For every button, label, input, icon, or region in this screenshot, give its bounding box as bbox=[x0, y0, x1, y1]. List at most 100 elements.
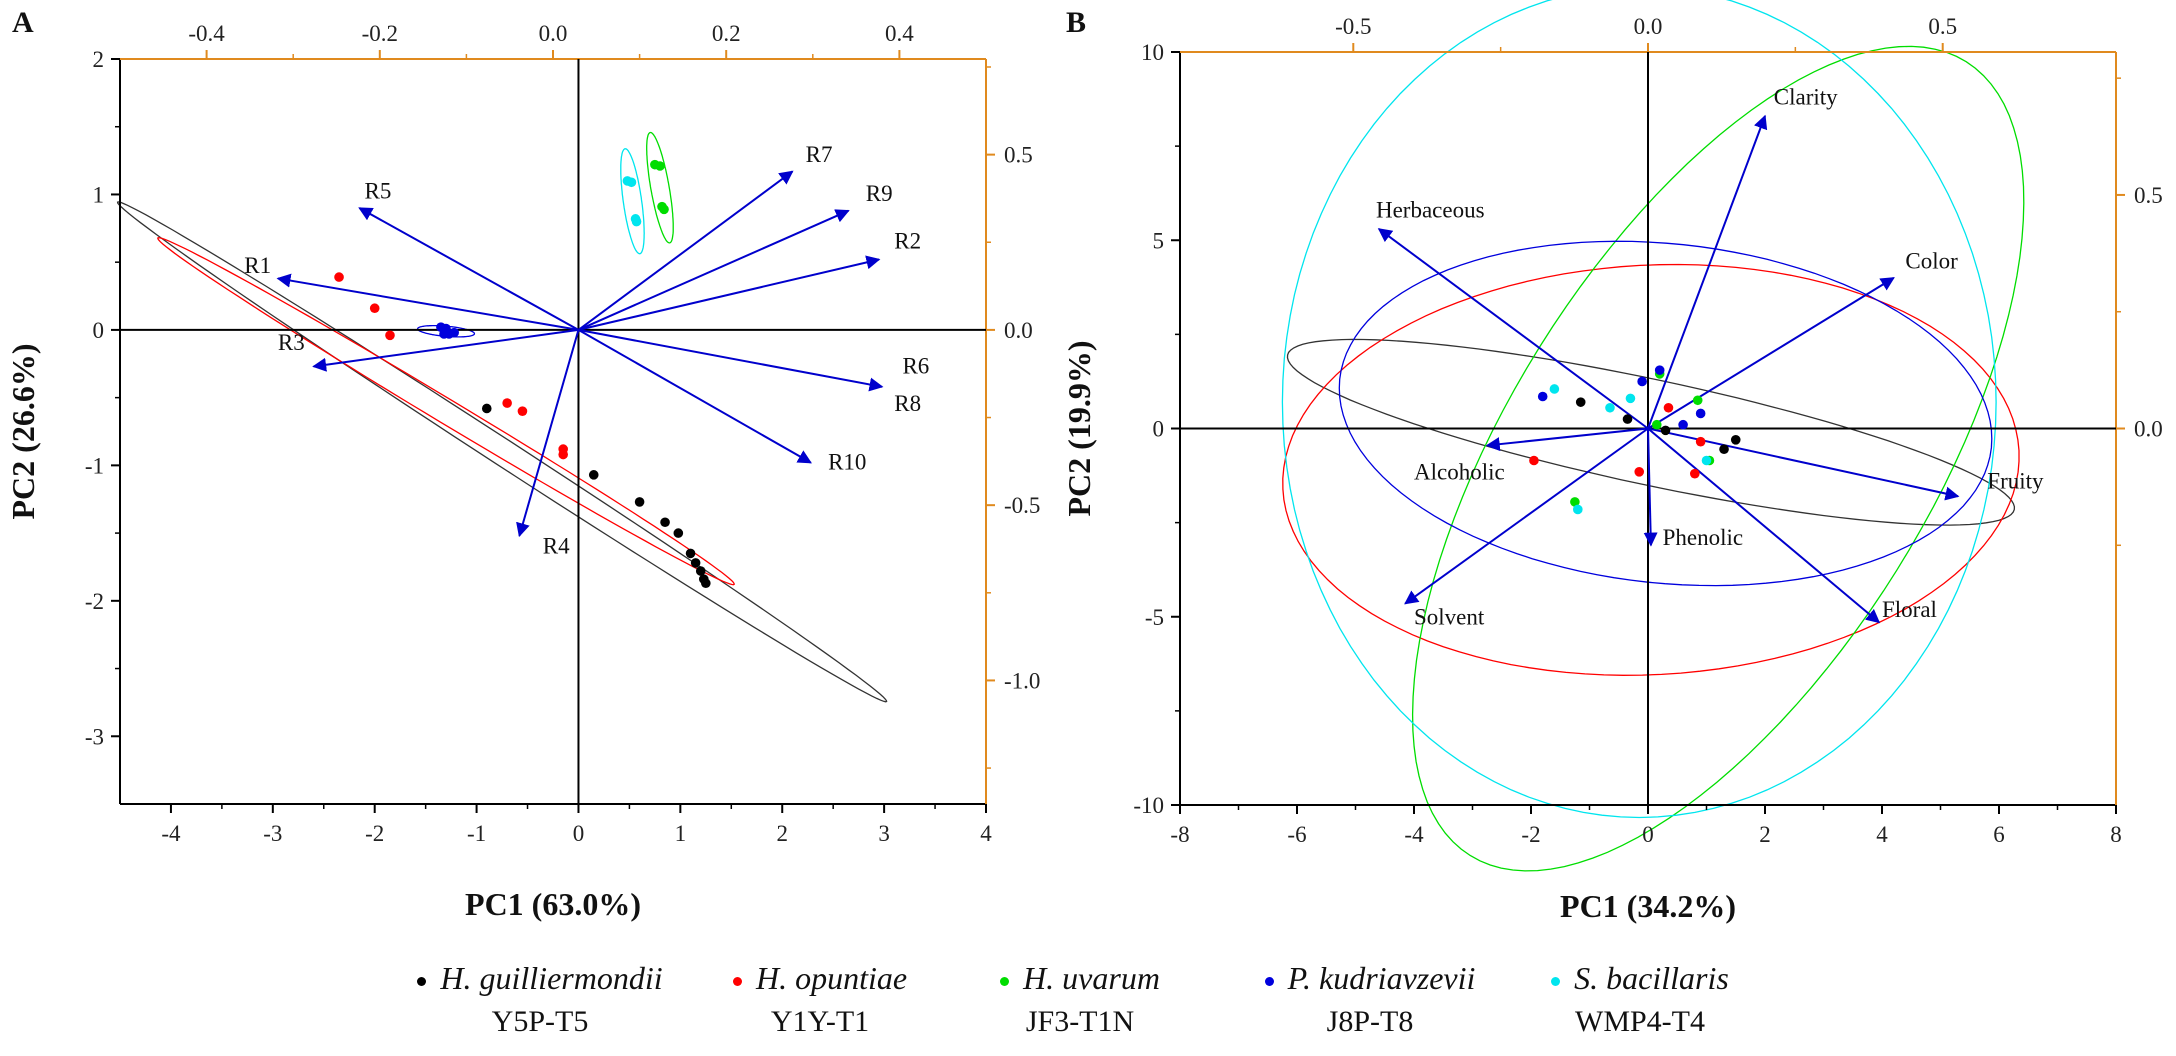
panel-a: A -4 -3 -2 -1 0 1 2 3 4 -3 -2 -1 0 1 2 -0.4 -0.2 0.0 0.2 0.… bbox=[5, 6, 1040, 922]
y-tick-label: 0 bbox=[1153, 417, 1165, 442]
point-p-kudriavzevii bbox=[1537, 391, 1548, 402]
right-tick-label: 0.0 bbox=[2134, 417, 2163, 442]
loading-arrow-color bbox=[1647, 277, 1895, 430]
panel-b-x-axis-title: PC1 (34.2%) bbox=[1560, 888, 1736, 924]
legend-species: S. bacillaris bbox=[1574, 960, 1729, 996]
loading-label-clarity: Clarity bbox=[1774, 85, 1838, 110]
loading-arrow-floral bbox=[1647, 427, 1881, 624]
panel-b-axes: -8 -6 -4 -2 0 2 4 6 8 -10 -5 0 5 10 -0.5 0.0 0.5 0.0 0.5 bbox=[1133, 14, 2162, 847]
loading-label-r7: R7 bbox=[806, 142, 833, 167]
ellipse-p-kudriavzevii bbox=[416, 324, 476, 338]
panel-b-confidence-ellipses bbox=[1281, 0, 2025, 872]
ellipse-p-kudriavzevii bbox=[1338, 240, 1993, 587]
loading-arrow-herbaceous bbox=[1377, 228, 1649, 430]
panel-a-loading-vectors: R1 R2 R3 R4 R5 R6 R7 R8 R9 R10 bbox=[244, 142, 929, 558]
x-tick-label: 3 bbox=[878, 821, 890, 846]
point-p-kudriavzevii bbox=[1678, 419, 1688, 430]
point-h-opuntiae bbox=[1690, 468, 1700, 479]
loading-label-r9: R9 bbox=[866, 181, 893, 206]
y-tick-label: 2 bbox=[93, 47, 105, 72]
legend-species: H. guilliermondii bbox=[440, 960, 663, 996]
loading-arrow-r2 bbox=[578, 255, 881, 331]
y-tick-label: 1 bbox=[93, 182, 105, 207]
top-tick-label: 0.4 bbox=[885, 21, 914, 46]
right-tick-label: -0.5 bbox=[1004, 493, 1040, 518]
point-h-guilliermondii bbox=[481, 403, 492, 414]
point-p-kudriavzevii bbox=[1637, 376, 1647, 387]
x-tick-label: 0 bbox=[1642, 822, 1654, 847]
y-tick-label: -5 bbox=[1145, 605, 1164, 630]
legend-code: Y1Y-T1 bbox=[770, 1005, 870, 1038]
x-tick-label: -8 bbox=[1170, 822, 1189, 847]
loading-arrow-phenolic bbox=[1643, 428, 1658, 547]
point-p-kudriavzevii bbox=[449, 327, 459, 338]
legend-marker bbox=[1264, 977, 1274, 987]
right-tick-label: 0.5 bbox=[2134, 183, 2163, 208]
panel-b: B -8 -6 -4 -2 0 2 4 6 8 -10 -5 0 5 10 -0.5 0.0 0.5 0.0 0.5… bbox=[1061, 0, 2163, 924]
loading-label-solvent: Solvent bbox=[1414, 604, 1485, 629]
point-h-guilliermondii bbox=[1575, 397, 1586, 407]
point-p-kudriavzevii bbox=[439, 329, 449, 339]
x-tick-label: 6 bbox=[1993, 822, 2005, 847]
loading-label-r8: R8 bbox=[894, 391, 921, 416]
ellipse-h-guilliermondii bbox=[1286, 338, 2016, 526]
point-h-guilliermondii bbox=[588, 470, 599, 480]
x-tick-label: -4 bbox=[1404, 822, 1424, 847]
point-h-guilliermondii bbox=[634, 497, 645, 507]
x-tick-label: -1 bbox=[467, 821, 486, 846]
panel-a-score-points bbox=[334, 159, 711, 589]
point-h-guilliermondii bbox=[1719, 444, 1729, 455]
loading-label-herbaceous: Herbaceous bbox=[1376, 198, 1485, 223]
top-tick-label: 0.5 bbox=[1928, 14, 1957, 39]
x-tick-label: 4 bbox=[1876, 822, 1888, 847]
loading-label-floral: Floral bbox=[1882, 597, 1937, 622]
point-h-opuntiae bbox=[1663, 402, 1674, 413]
point-s-bacillaris bbox=[1701, 455, 1712, 466]
point-h-opuntiae bbox=[558, 449, 568, 460]
loading-label-r4: R4 bbox=[543, 533, 570, 558]
point-h-guilliermondii bbox=[695, 566, 706, 576]
legend-item-h-opuntiae: H. opuntiae Y1Y-T1 bbox=[700, 960, 940, 1039]
point-h-guilliermondii bbox=[1622, 414, 1633, 424]
loading-arrow-r1 bbox=[276, 273, 579, 331]
x-tick-label: -4 bbox=[161, 821, 181, 846]
point-s-bacillaris bbox=[626, 177, 637, 188]
panel-a-x-axis-title: PC1 (63.0%) bbox=[465, 886, 641, 922]
legend-code: JF3-T1N bbox=[1025, 1005, 1135, 1038]
loading-label-r3: R3 bbox=[278, 330, 305, 355]
point-h-opuntiae bbox=[1695, 436, 1706, 447]
right-tick-label: 0.5 bbox=[1004, 143, 1033, 168]
panel-b-loading-vectors: Clarity Herbaceous Color Alcoholic Fruity Phe… bbox=[1376, 85, 2044, 630]
loading-arrow-r6 bbox=[578, 328, 884, 392]
point-s-bacillaris bbox=[1625, 393, 1636, 404]
loading-arrow-r4 bbox=[516, 329, 580, 538]
x-tick-label: -3 bbox=[263, 821, 282, 846]
legend-item-h-guilliermondii: H. guilliermondii Y5P-T5 bbox=[380, 960, 700, 1039]
legend-marker bbox=[1000, 977, 1010, 987]
point-h-uvarum bbox=[655, 161, 665, 171]
loading-arrow-r3 bbox=[312, 328, 579, 372]
loading-arrow-r9 bbox=[578, 209, 850, 331]
loading-label-r5: R5 bbox=[365, 179, 392, 204]
point-h-guilliermondii bbox=[1730, 434, 1741, 445]
loading-label-color: Color bbox=[1905, 248, 1958, 273]
point-p-kudriavzevii bbox=[1654, 365, 1665, 375]
loading-label-r10: R10 bbox=[828, 449, 866, 474]
point-h-opuntiae bbox=[334, 272, 344, 282]
loading-label-r6: R6 bbox=[902, 353, 929, 378]
ellipse-h-opuntiae bbox=[1282, 263, 2020, 676]
point-h-uvarum bbox=[659, 204, 669, 215]
legend-code: WMP4-T4 bbox=[1575, 1005, 1705, 1038]
panel-a-confidence-ellipses bbox=[116, 131, 888, 703]
loading-arrow-alcoholic bbox=[1485, 427, 1649, 452]
point-h-opuntiae bbox=[502, 398, 512, 408]
loading-label-fruity: Fruity bbox=[1987, 469, 2044, 494]
x-tick-label: 1 bbox=[675, 821, 687, 846]
point-h-uvarum bbox=[1692, 395, 1703, 406]
panel-b-label: B bbox=[1066, 6, 1086, 39]
loading-label-phenolic: Phenolic bbox=[1663, 525, 1744, 550]
point-h-uvarum bbox=[1651, 419, 1662, 430]
loading-label-r1: R1 bbox=[244, 253, 271, 278]
right-tick-label: 0.0 bbox=[1004, 318, 1033, 343]
ellipse-h-guilliermondii bbox=[116, 201, 888, 703]
